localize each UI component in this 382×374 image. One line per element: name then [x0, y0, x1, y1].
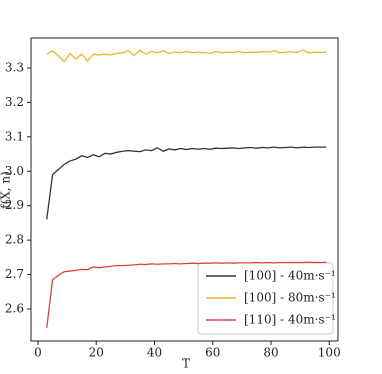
y-tick-label: 2.8: [5, 233, 24, 247]
x-tick-label: 60: [205, 346, 220, 360]
y-axis-label: f(X, n): [0, 171, 13, 209]
y-tick-label: 3.1: [5, 129, 24, 143]
series-line: [46, 49, 327, 63]
y-tick-label: 3.2: [5, 95, 24, 109]
legend-label: [100] - 80m·s⁻¹: [244, 291, 336, 305]
y-tick-label: 2.7: [5, 267, 24, 281]
x-axis-label: T: [182, 357, 190, 371]
plot-frame: [30, 37, 339, 342]
y-tick-label: 3.3: [5, 60, 24, 74]
x-tick-label: 80: [263, 346, 278, 360]
x-tick-label: 100: [318, 346, 341, 360]
x-tick-label: 0: [34, 346, 42, 360]
series-line: [46, 261, 327, 328]
x-tick-label: 40: [147, 346, 162, 360]
y-tick-label: 2.9: [5, 198, 24, 212]
x-tick-label: 20: [89, 346, 104, 360]
legend-label: [100] - 40m·s⁻¹: [244, 269, 336, 283]
legend-label: [110] - 40m·s⁻¹: [244, 313, 336, 327]
y-tick-label: 2.6: [5, 301, 24, 315]
series-line: [46, 146, 327, 220]
y-tick-label: 3.0: [5, 164, 24, 178]
